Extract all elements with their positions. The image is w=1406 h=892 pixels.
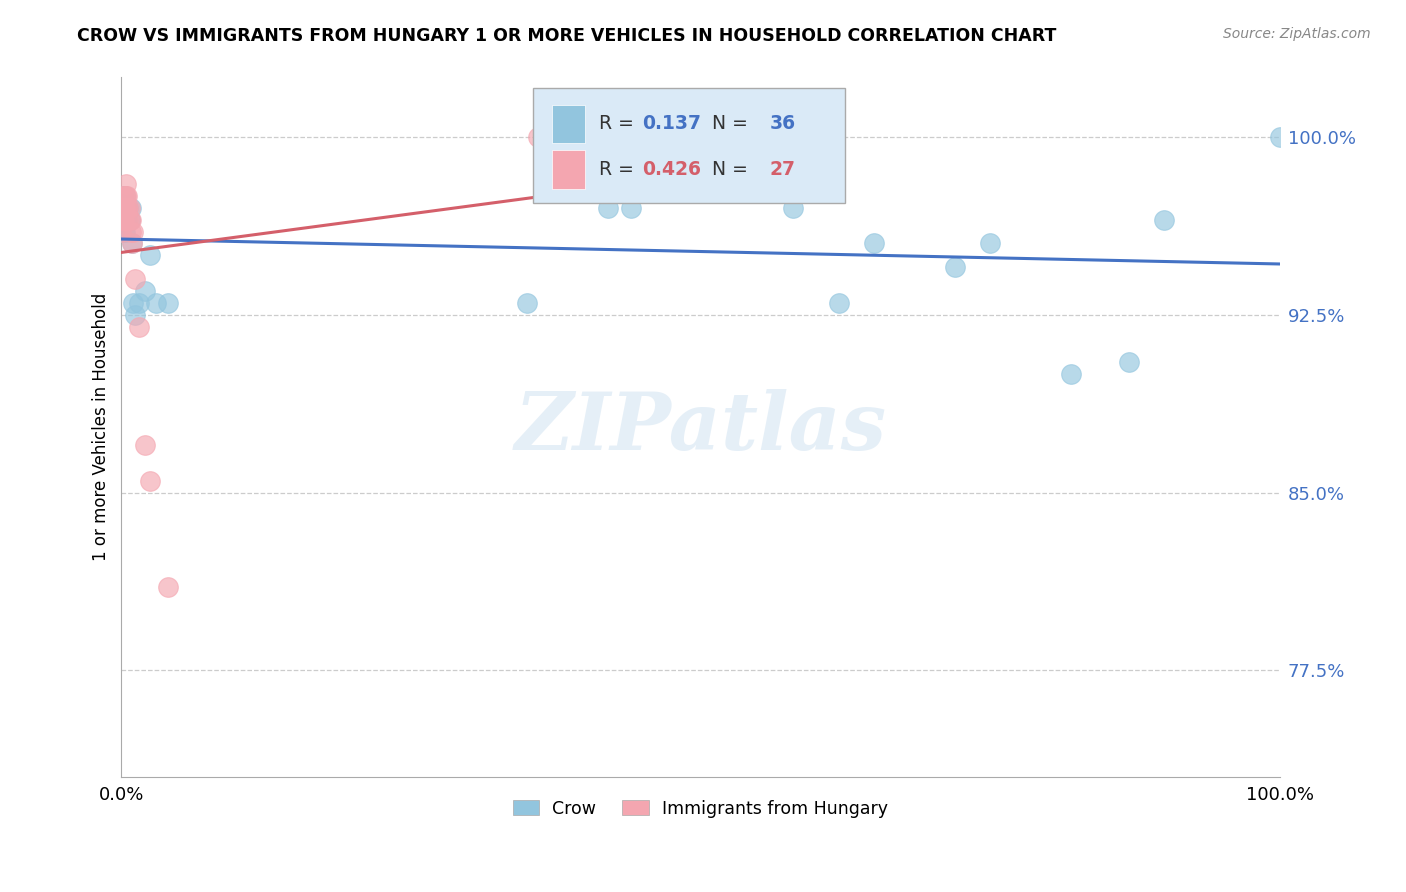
Point (110, 225, 132, 239)
Point (115, 212, 138, 227)
Text: R =: R = (599, 114, 640, 134)
Point (527, 129, 550, 144)
Text: 0.137: 0.137 (643, 114, 702, 134)
Y-axis label: 1 or more Vehicles in Household: 1 or more Vehicles in Household (93, 293, 110, 561)
Point (110, 225, 132, 239)
Point (1118, 355, 1140, 369)
Point (110, 212, 132, 227)
Point (128, 295, 150, 310)
Point (979, 236, 1001, 251)
Point (111, 212, 134, 227)
Point (124, 272, 146, 286)
FancyBboxPatch shape (533, 88, 845, 203)
Text: N =: N = (700, 160, 755, 179)
Point (943, 260, 966, 275)
Point (115, 212, 138, 227)
Text: 0.426: 0.426 (643, 160, 702, 179)
Point (156, 581, 179, 595)
Point (118, 212, 141, 227)
Point (145, 295, 167, 310)
Point (122, 225, 145, 239)
Point (134, 438, 156, 452)
Point (111, 189, 134, 203)
Point (139, 474, 162, 488)
Point (115, 177, 138, 191)
Point (134, 284, 156, 298)
Point (115, 201, 138, 215)
Point (115, 189, 138, 203)
Text: 36: 36 (770, 114, 796, 134)
Point (1153, 212, 1175, 227)
Point (110, 201, 132, 215)
Point (115, 201, 138, 215)
Point (122, 295, 145, 310)
Point (112, 225, 135, 239)
Point (1268, 129, 1291, 144)
Point (115, 189, 138, 203)
Point (596, 201, 619, 215)
Point (114, 225, 136, 239)
Text: N =: N = (700, 114, 755, 134)
Point (863, 236, 886, 251)
Point (114, 201, 136, 215)
Text: CROW VS IMMIGRANTS FROM HUNGARY 1 OR MORE VEHICLES IN HOUSEHOLD CORRELATION CHAR: CROW VS IMMIGRANTS FROM HUNGARY 1 OR MOR… (77, 27, 1057, 45)
Text: ZIPatlas: ZIPatlas (515, 389, 887, 467)
Point (112, 201, 135, 215)
Text: Source: ZipAtlas.com: Source: ZipAtlas.com (1223, 27, 1371, 41)
Point (111, 189, 134, 203)
Point (121, 236, 143, 251)
Point (620, 201, 643, 215)
Point (114, 201, 136, 215)
Point (117, 212, 139, 227)
Point (782, 201, 804, 215)
Point (120, 212, 142, 227)
Point (139, 248, 162, 262)
Point (120, 225, 142, 239)
Point (516, 295, 538, 310)
Point (112, 201, 135, 215)
Point (118, 212, 141, 227)
Point (111, 212, 134, 227)
Point (156, 295, 179, 310)
Text: R =: R = (599, 160, 640, 179)
Point (117, 201, 139, 215)
Text: 27: 27 (770, 160, 796, 179)
Point (117, 201, 139, 215)
Point (124, 308, 146, 322)
Point (120, 201, 142, 215)
Point (114, 189, 136, 203)
Point (118, 201, 141, 215)
Point (114, 189, 136, 203)
FancyBboxPatch shape (553, 104, 585, 144)
Point (121, 236, 143, 251)
Point (828, 295, 851, 310)
Point (111, 201, 134, 215)
FancyBboxPatch shape (553, 150, 585, 189)
Legend: Crow, Immigrants from Hungary: Crow, Immigrants from Hungary (506, 793, 896, 824)
Point (112, 212, 135, 227)
Point (128, 319, 150, 334)
Point (1060, 367, 1083, 381)
Point (115, 201, 138, 215)
